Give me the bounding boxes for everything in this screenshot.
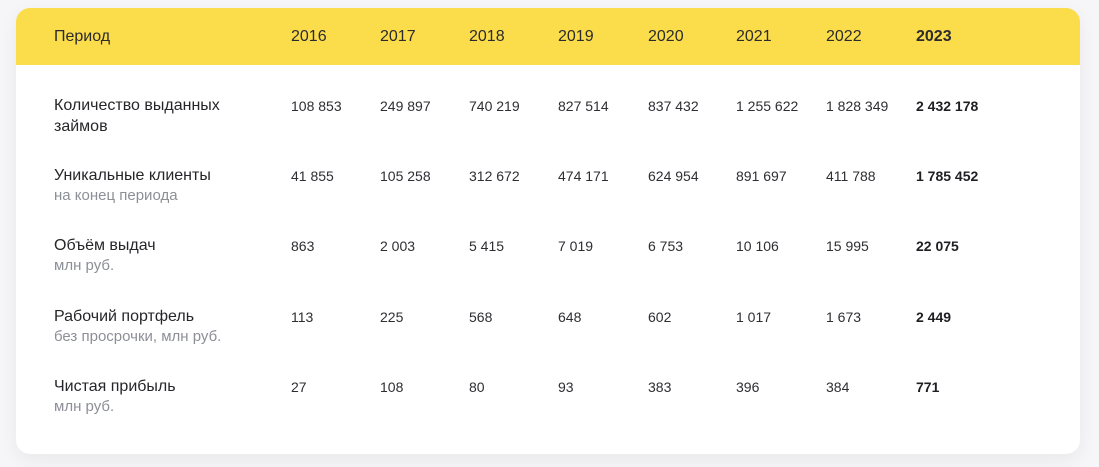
table-cell: 2 432 178 xyxy=(916,98,979,114)
header-year: 2021 xyxy=(736,28,772,45)
row-subtitle: млн руб. xyxy=(54,398,115,415)
table-cell: 383 xyxy=(648,379,672,395)
table-cell: 827 514 xyxy=(558,98,609,114)
table-cell: 225 xyxy=(380,309,404,325)
table-cell: 113 xyxy=(291,309,314,325)
header-year: 2016 xyxy=(291,28,327,45)
stats-table-card: Период 2016 2017 2018 2019 2020 2021 2022 2023 Ко… xyxy=(16,8,1080,454)
table-cell: 1 673 xyxy=(826,309,862,325)
row-title: Количество выданных xyxy=(54,97,220,114)
header-year: 2018 xyxy=(469,28,505,45)
header-year: 2022 xyxy=(826,28,862,45)
table-cell: 22 075 xyxy=(916,238,959,254)
table-cell: 6 753 xyxy=(648,238,684,254)
row-subtitle: млн руб. xyxy=(54,257,115,274)
row-label: Чистая прибыль млн руб. xyxy=(54,376,176,417)
table-cell: 312 672 xyxy=(469,168,520,184)
row-subtitle: без просрочки, млн руб. xyxy=(54,328,222,345)
header-period-label: Период xyxy=(54,28,111,45)
table-cell: 837 432 xyxy=(648,98,699,114)
table-cell: 108 853 xyxy=(291,98,342,114)
table-cell: 411 788 xyxy=(826,168,876,184)
table-cell: 1 255 622 xyxy=(736,98,799,114)
table-cell: 41 855 xyxy=(291,168,334,184)
table-cell: 1 017 xyxy=(736,309,772,325)
header-year: 2020 xyxy=(648,28,684,45)
table-cell: 891 697 xyxy=(736,168,787,184)
row-title: Рабочий портфель xyxy=(54,308,195,325)
row-title: Чистая прибыль xyxy=(54,378,176,395)
table-cell: 602 xyxy=(648,309,672,325)
row-label: Уникальные клиенты на конец периода xyxy=(54,165,211,206)
row-title: Объём выдач xyxy=(54,237,156,254)
row-label: Количество выданных займов xyxy=(54,95,220,137)
table-cell: 624 954 xyxy=(648,168,699,184)
row-subtitle: на конец периода xyxy=(54,187,178,204)
row-title: займов xyxy=(54,118,108,135)
table-cell: 10 106 xyxy=(736,238,779,254)
row-label: Рабочий портфель без просрочки, млн руб. xyxy=(54,306,221,347)
table-cell: 474 171 xyxy=(558,168,609,184)
table-cell: 384 xyxy=(826,379,850,395)
table-cell: 740 219 xyxy=(469,98,520,114)
table-cell: 108 xyxy=(380,379,404,395)
table-cell: 771 xyxy=(916,379,940,395)
table-cell: 27 xyxy=(291,379,307,395)
table-cell: 863 xyxy=(291,238,315,254)
table-header-row xyxy=(16,8,1080,65)
table-cell: 568 xyxy=(469,309,493,325)
table-cell: 2 449 xyxy=(916,309,952,325)
table-cell: 93 xyxy=(558,379,574,395)
table-cell: 105 258 xyxy=(380,168,431,184)
table-cell: 648 xyxy=(558,309,582,325)
header-year: 2017 xyxy=(380,28,416,45)
table-cell: 15 995 xyxy=(826,238,869,254)
table-cell: 1 785 452 xyxy=(916,168,979,184)
header-year: 2019 xyxy=(558,28,594,45)
table-cell: 249 897 xyxy=(380,98,431,114)
row-label: Объём выдач млн руб. xyxy=(54,235,156,276)
table-cell: 2 003 xyxy=(380,238,416,254)
table-cell: 7 019 xyxy=(558,238,594,254)
table-cell: 80 xyxy=(469,379,485,395)
table-cell: 1 828 349 xyxy=(826,98,889,114)
row-title: Уникальные клиенты xyxy=(54,167,211,184)
table-cell: 5 415 xyxy=(469,238,505,254)
header-year: 2023 xyxy=(916,28,952,45)
table-cell: 396 xyxy=(736,379,760,395)
